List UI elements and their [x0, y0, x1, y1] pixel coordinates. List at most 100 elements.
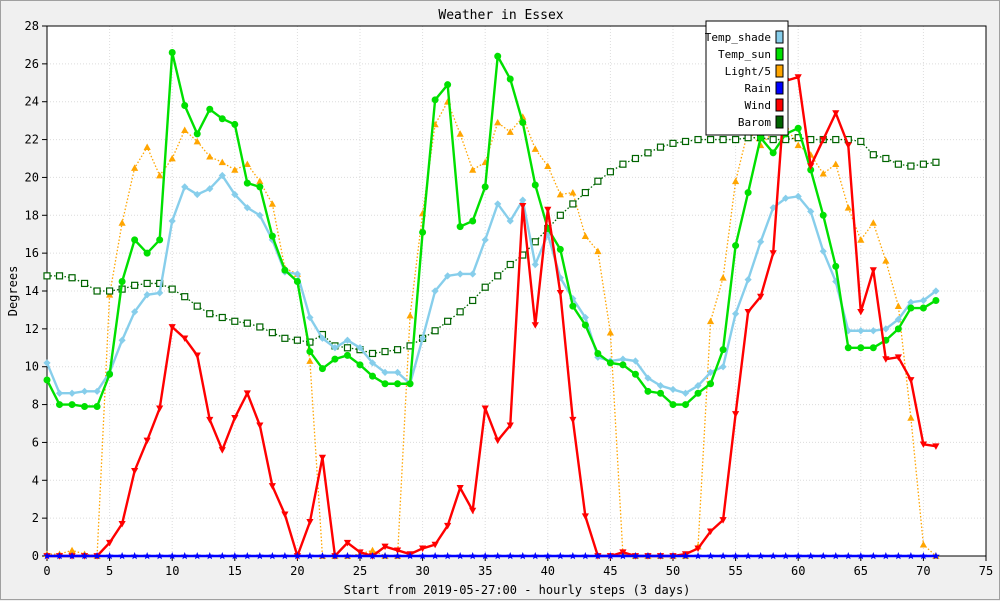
data-point-temp-sun: [268, 232, 276, 240]
data-point-rain: [68, 552, 76, 560]
data-point-rain: [281, 552, 289, 560]
data-point-rain: [932, 552, 940, 560]
data-point-wind: [757, 293, 765, 301]
data-point-wind: [556, 290, 564, 297]
data-point-wind: [456, 484, 464, 492]
data-point-light-5: [531, 145, 539, 152]
data-point-barom: [569, 200, 577, 208]
data-point-wind: [807, 163, 815, 170]
data-point-barom: [393, 346, 402, 354]
data-point-light-5: [118, 219, 126, 226]
data-point-wind: [531, 322, 539, 329]
data-point-temp-shade: [231, 190, 239, 199]
data-point-rain: [368, 552, 377, 560]
y-axis-label: Degrees: [6, 266, 20, 317]
data-point-rain: [231, 552, 239, 560]
data-point-temp-sun: [243, 179, 251, 187]
data-point-temp-sun: [631, 370, 639, 378]
data-point-barom: [105, 287, 114, 295]
data-point-barom: [606, 168, 615, 176]
x-tick-label: 70: [916, 564, 930, 578]
data-point-temp-shade: [919, 296, 927, 305]
y-tick-label: 28: [25, 19, 39, 33]
data-point-light-5: [268, 200, 276, 207]
data-point-light-5: [794, 141, 802, 149]
data-point-temp-sun: [193, 130, 201, 138]
legend-swatch: [775, 64, 784, 78]
data-point-barom: [769, 135, 777, 144]
data-point-wind: [732, 411, 740, 418]
data-point-light-5: [569, 188, 577, 196]
y-tick-label: 16: [25, 246, 39, 260]
grid: [46, 25, 987, 557]
data-point-rain: [544, 552, 552, 560]
data-point-temp-shade: [93, 387, 101, 395]
data-point-barom: [894, 160, 902, 168]
data-point-rain: [118, 552, 126, 560]
data-point-barom: [644, 149, 652, 157]
data-point-temp-shade: [894, 315, 902, 323]
y-tick-label: 22: [25, 133, 39, 147]
data-point-wind: [206, 416, 214, 424]
data-point-barom: [719, 135, 727, 144]
data-point-temp-sun: [231, 120, 239, 128]
data-point-rain: [493, 552, 502, 560]
data-point-rain: [168, 552, 176, 560]
data-point-light-5: [882, 257, 890, 264]
legend-swatch: [775, 115, 784, 129]
legend-item: Temp_sun: [718, 47, 784, 61]
data-point-light-5: [181, 126, 189, 133]
data-point-temp-sun: [369, 372, 377, 380]
data-point-temp-shade: [857, 327, 865, 335]
data-point-light-5: [206, 153, 214, 160]
data-point-light-5: [706, 317, 715, 325]
data-point-wind: [794, 74, 802, 81]
data-point-wind: [869, 267, 877, 274]
data-point-rain: [882, 552, 890, 560]
data-point-temp-shade: [794, 192, 802, 200]
data-point-rain: [594, 552, 602, 560]
data-point-wind: [744, 308, 752, 316]
data-point-barom: [744, 134, 752, 142]
data-point-barom: [494, 272, 502, 280]
data-point-temp-shade: [869, 327, 877, 335]
data-point-temp-sun: [406, 380, 414, 388]
data-point-wind: [118, 520, 126, 528]
data-point-wind: [168, 324, 176, 331]
x-tick-label: 60: [791, 564, 805, 578]
x-tick-label: 45: [603, 564, 617, 578]
data-point-rain: [619, 552, 627, 560]
data-point-rain: [556, 552, 565, 560]
data-point-rain: [143, 552, 151, 560]
data-point-barom: [619, 160, 627, 168]
data-point-rain: [794, 552, 802, 560]
x-tick-label: 65: [854, 564, 868, 578]
data-point-rain: [418, 552, 427, 560]
data-point-barom: [656, 143, 665, 151]
data-point-rain: [744, 552, 752, 560]
data-point-temp-shade: [256, 211, 264, 219]
data-point-light-5: [719, 274, 727, 281]
data-point-barom: [193, 302, 201, 310]
data-point-rain: [681, 552, 690, 560]
data-point-rain: [43, 552, 51, 560]
data-point-barom: [293, 336, 301, 344]
data-point-rain: [769, 552, 777, 560]
data-point-light-5: [68, 546, 76, 554]
data-point-temp-sun: [707, 380, 715, 388]
data-point-temp-sun: [506, 75, 514, 83]
data-point-temp-shade: [118, 336, 126, 344]
y-tick-label: 10: [25, 360, 39, 374]
data-point-rain: [731, 552, 740, 560]
legend-item: Barom: [738, 115, 784, 129]
data-point-temp-sun: [757, 134, 765, 142]
x-tick-label: 5: [106, 564, 113, 578]
data-point-barom: [431, 327, 439, 335]
data-point-temp-shade: [694, 382, 702, 390]
data-point-rain: [656, 552, 665, 560]
data-point-temp-sun: [481, 183, 489, 191]
data-point-wind: [306, 519, 314, 526]
x-tick-label: 50: [666, 564, 680, 578]
data-point-light-5: [168, 154, 176, 162]
